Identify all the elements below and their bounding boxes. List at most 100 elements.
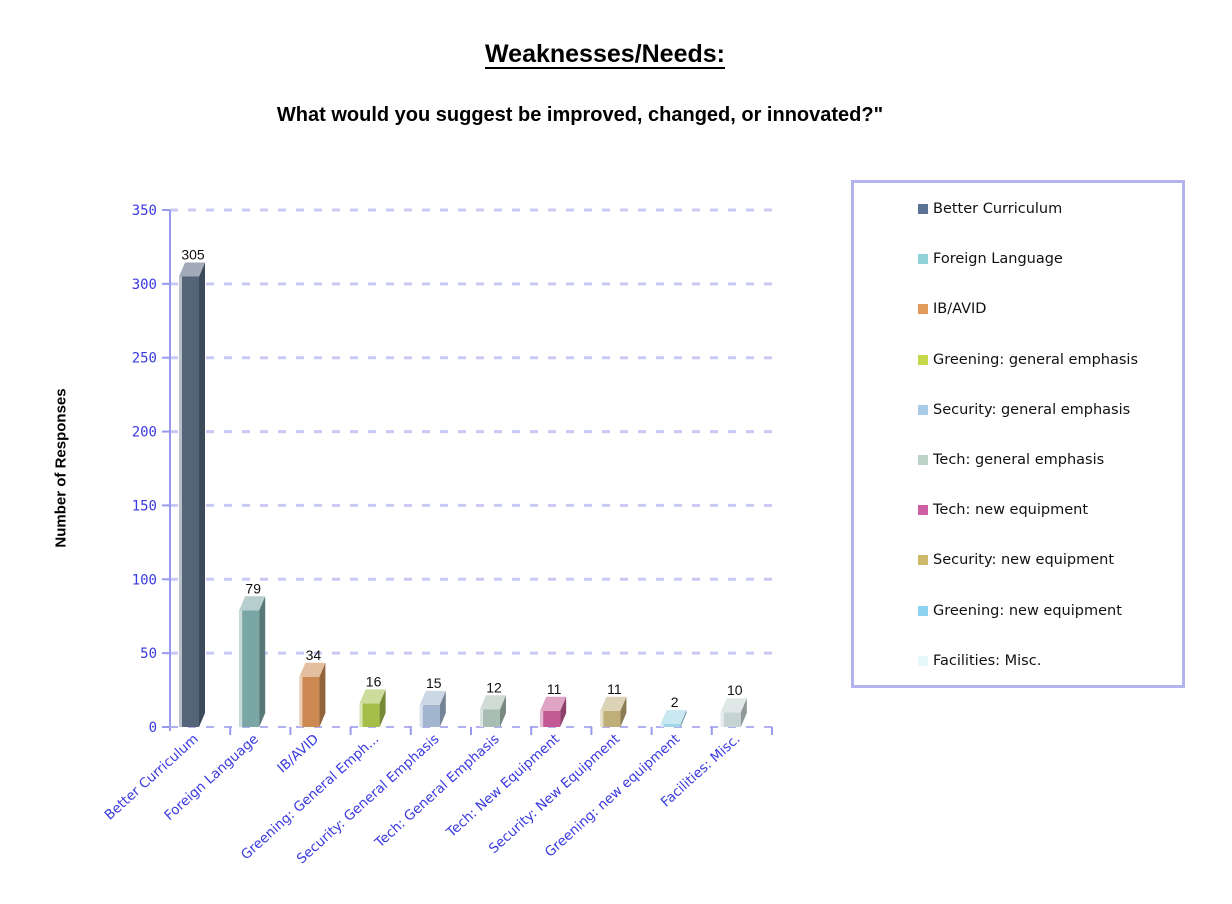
bar-top bbox=[359, 689, 386, 704]
legend-swatch bbox=[918, 555, 928, 566]
y-axis-label: Number of Responses bbox=[52, 388, 70, 548]
bar-front bbox=[299, 676, 320, 727]
bar bbox=[359, 689, 386, 727]
bar-top bbox=[660, 710, 687, 725]
legend-label: Foreign Language bbox=[933, 251, 1063, 268]
bar-front bbox=[480, 709, 500, 727]
bar-front bbox=[179, 276, 199, 727]
data-label: 11 bbox=[607, 681, 622, 697]
bar-highlight bbox=[660, 724, 664, 727]
bar-side bbox=[560, 696, 567, 727]
legend-item: Security: new equipment bbox=[918, 551, 1114, 569]
data-label: 79 bbox=[245, 580, 261, 596]
legend-label: Tech: new equipment bbox=[933, 502, 1089, 519]
bar-front bbox=[239, 610, 260, 727]
bar-front bbox=[720, 712, 741, 727]
bar-highlight bbox=[720, 712, 724, 727]
bar bbox=[600, 696, 627, 727]
x-tick-label: IB/AVID bbox=[274, 731, 322, 776]
legend-label: IB/AVID bbox=[933, 301, 987, 318]
legend-item: Tech: general emphasis bbox=[918, 451, 1104, 469]
legend-label: Security: new equipment bbox=[933, 552, 1115, 569]
bar-highlight bbox=[299, 676, 303, 727]
legend-swatch bbox=[918, 204, 928, 214]
legend-swatch bbox=[918, 455, 928, 465]
bar-top bbox=[179, 262, 205, 277]
data-label: 34 bbox=[306, 647, 322, 663]
bar-front bbox=[660, 724, 681, 727]
bar-side bbox=[199, 262, 205, 727]
bar bbox=[540, 696, 567, 727]
legend-item: Foreign Language bbox=[918, 250, 1063, 268]
bar-top bbox=[299, 662, 326, 677]
bar-side bbox=[319, 662, 326, 727]
y-tick-label: 100 bbox=[132, 572, 157, 588]
legend-label: Tech: general emphasis bbox=[933, 452, 1105, 468]
data-label: 2 bbox=[671, 694, 679, 710]
legend-label: Facilities: Misc. bbox=[933, 652, 1042, 669]
x-tick-label: Tech: New Equipment bbox=[443, 731, 563, 841]
y-tick-label: 0 bbox=[149, 720, 157, 736]
bar-top bbox=[419, 690, 446, 705]
bar-side bbox=[379, 689, 386, 727]
legend-item: Facilities: Misc. bbox=[918, 652, 1041, 670]
bar-top bbox=[239, 596, 266, 611]
legend-swatch bbox=[918, 655, 928, 666]
bar-side bbox=[259, 596, 266, 727]
legend-label: Security: general emphasis bbox=[933, 401, 1131, 418]
bar-top bbox=[720, 698, 747, 713]
y-tick-label: 150 bbox=[132, 498, 157, 514]
bar-front bbox=[540, 710, 561, 727]
legend-swatch bbox=[918, 354, 928, 365]
data-label: 11 bbox=[547, 681, 562, 697]
legend-item: Greening: general emphasis bbox=[918, 351, 1138, 369]
y-tick-label: 350 bbox=[132, 203, 157, 219]
data-label: 15 bbox=[426, 675, 442, 691]
bar-highlight bbox=[239, 610, 243, 727]
bar-front bbox=[419, 704, 440, 727]
bar-front bbox=[600, 710, 621, 727]
bar-highlight bbox=[359, 703, 363, 727]
y-tick-label: 50 bbox=[140, 646, 157, 662]
legend-swatch bbox=[918, 304, 928, 315]
bar-side bbox=[680, 710, 687, 727]
y-tick-label: 300 bbox=[132, 277, 157, 293]
bar bbox=[720, 698, 747, 727]
bar-side bbox=[500, 695, 506, 727]
bar bbox=[179, 262, 205, 727]
legend-item: Greening: new equipment bbox=[918, 602, 1122, 620]
bar-side bbox=[740, 698, 747, 727]
bar bbox=[660, 710, 687, 727]
data-label: 305 bbox=[181, 246, 205, 262]
legend-item: IB/AVID bbox=[918, 300, 986, 318]
legend-swatch bbox=[918, 505, 928, 516]
legend-label: Better Curriculum bbox=[933, 201, 1063, 217]
bar-side bbox=[620, 696, 627, 727]
bar bbox=[299, 662, 326, 727]
bar-front bbox=[359, 703, 380, 727]
bar bbox=[480, 695, 506, 727]
legend-swatch bbox=[918, 254, 928, 265]
bar bbox=[419, 690, 446, 727]
y-tick-label: 200 bbox=[132, 425, 157, 441]
legend: Better Curriculum Foreign Language IB/AVID… bbox=[851, 180, 1185, 688]
legend-label: Greening: new equipment bbox=[933, 602, 1122, 619]
bar-highlight bbox=[179, 276, 182, 727]
legend-item: Tech: new equipment bbox=[918, 501, 1088, 519]
bar-top bbox=[540, 696, 567, 711]
legend-item: Security: general emphasis bbox=[918, 401, 1130, 419]
bar-top bbox=[600, 696, 627, 711]
chart-title: Weaknesses/Needs: bbox=[485, 40, 725, 68]
y-tick-label: 250 bbox=[132, 351, 157, 367]
data-label: 12 bbox=[486, 679, 502, 695]
bar bbox=[239, 596, 266, 727]
bar-highlight bbox=[600, 710, 604, 727]
bar-top bbox=[480, 695, 506, 710]
legend-label: Greening: general emphasis bbox=[933, 351, 1139, 368]
bar-highlight bbox=[540, 710, 544, 727]
chart-subtitle: What would you suggest be improved, chan… bbox=[276, 104, 884, 126]
legend-swatch bbox=[918, 605, 928, 616]
data-label: 16 bbox=[366, 673, 382, 689]
data-label: 10 bbox=[727, 682, 743, 698]
